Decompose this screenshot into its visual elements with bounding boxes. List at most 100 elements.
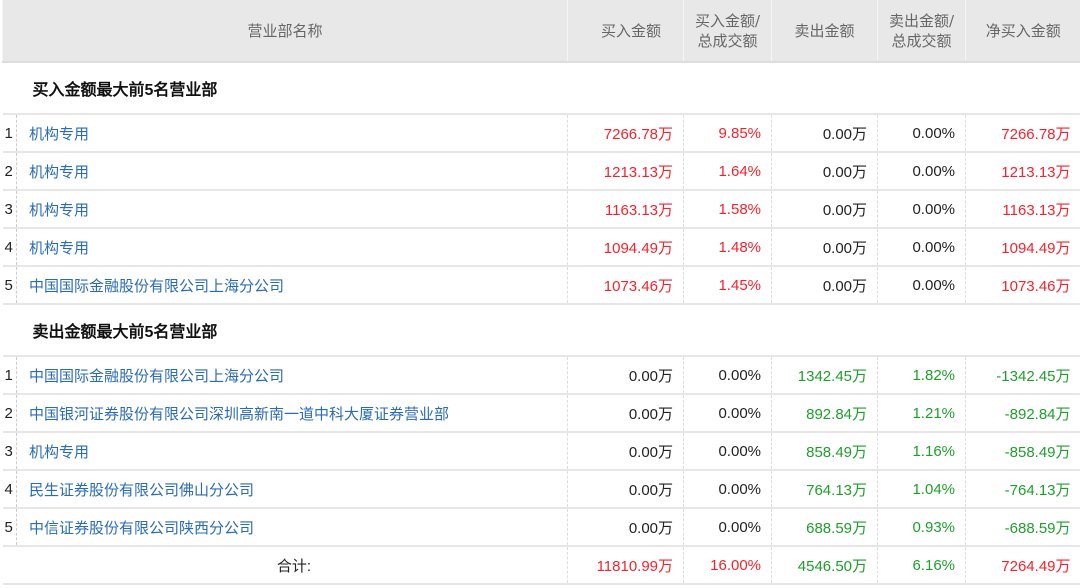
section-title: 买入金额最大前5名营业部: [2, 62, 1080, 115]
sell-amount: 892.84万: [771, 394, 878, 433]
table-row: 1 中国国际金融股份有限公司上海分公司 0.00万 0.00% 1342.45万…: [2, 356, 1080, 395]
rank: 3: [2, 432, 17, 471]
sell-pct: 1.21%: [877, 394, 966, 433]
net-amount: -858.49万: [965, 432, 1080, 471]
total-sell: 4546.50万: [771, 546, 878, 585]
rank: 4: [2, 470, 17, 509]
header-buy-pct-label: 买入金额/ 总成交额: [694, 11, 761, 50]
sell-pct: 0.00%: [877, 152, 966, 191]
net-amount: 1094.49万: [965, 228, 1080, 267]
total-buy: 11810.99万: [567, 546, 684, 585]
section-row: 卖出金额最大前5名营业部: [2, 304, 1080, 357]
buy-amount: 1073.46万: [567, 266, 684, 305]
header-sell: 卖出金额: [771, 0, 878, 63]
branch-link[interactable]: 民生证券股份有限公司佛山分公司: [16, 470, 568, 509]
header-sell-pct-label: 卖出金额/ 总成交额: [888, 11, 955, 50]
buy-pct: 0.00%: [683, 394, 772, 433]
buy-pct: 0.00%: [683, 508, 772, 547]
branch-link[interactable]: 中国国际金融股份有限公司上海分公司: [16, 266, 568, 305]
buy-pct: 0.00%: [683, 432, 772, 471]
branch-link[interactable]: 机构专用: [16, 228, 568, 267]
sell-pct: 1.82%: [877, 356, 966, 395]
buy-amount: 0.00万: [567, 356, 684, 395]
total-buy-pct: 16.00%: [683, 546, 772, 585]
buy-pct: 1.48%: [683, 228, 772, 267]
buy-amount: 1094.49万: [567, 228, 684, 267]
sell-pct: 1.04%: [877, 470, 966, 509]
sell-amount: 0.00万: [771, 190, 878, 229]
sell-amount: 1342.45万: [771, 356, 878, 395]
rank: 1: [2, 114, 17, 153]
total-label: 合计:: [2, 546, 568, 585]
section-row: 买入金额最大前5名营业部: [2, 62, 1080, 115]
buy-amount: 0.00万: [567, 432, 684, 471]
table-row: 3 机构专用 0.00万 0.00% 858.49万 1.16% -858.49…: [2, 432, 1080, 471]
sell-pct: 0.00%: [877, 266, 966, 305]
sell-pct: 0.00%: [877, 190, 966, 229]
sell-pct: 0.00%: [877, 114, 966, 153]
rank: 4: [2, 228, 17, 267]
net-amount: 1213.13万: [965, 152, 1080, 191]
buy-amount: 7266.78万: [567, 114, 684, 153]
rank: 2: [2, 152, 17, 191]
header-sell-pct: 卖出金额/ 总成交额: [877, 0, 966, 63]
buy-pct: 1.45%: [683, 266, 772, 305]
branch-link[interactable]: 机构专用: [16, 152, 568, 191]
sell-pct: 1.16%: [877, 432, 966, 471]
total-row: 合计: 11810.99万 16.00% 4546.50万 6.16% 7264…: [2, 546, 1080, 585]
buy-pct: 1.58%: [683, 190, 772, 229]
rank: 1: [2, 356, 17, 395]
rank: 2: [2, 394, 17, 433]
sell-pct: 0.93%: [877, 508, 966, 547]
sell-amount: 0.00万: [771, 114, 878, 153]
header-buy-pct: 买入金额/ 总成交额: [683, 0, 772, 63]
net-amount: -892.84万: [965, 394, 1080, 433]
sell-pct: 0.00%: [877, 228, 966, 267]
rank: 5: [2, 508, 17, 547]
branch-link[interactable]: 机构专用: [16, 432, 568, 471]
branch-link[interactable]: 中信证券股份有限公司陕西分公司: [16, 508, 568, 547]
header-name: 营业部名称: [1, 0, 568, 63]
net-amount: -764.13万: [965, 470, 1080, 509]
rank: 5: [2, 266, 17, 305]
branch-link[interactable]: 中国银河证券股份有限公司深圳高新南一道中科大厦证券营业部: [16, 394, 568, 433]
header-net: 净买入金额: [965, 0, 1080, 63]
total-sell-pct: 6.16%: [877, 546, 966, 585]
table-row: 4 民生证券股份有限公司佛山分公司 0.00万 0.00% 764.13万 1.…: [2, 470, 1080, 509]
net-amount: -1342.45万: [965, 356, 1080, 395]
branch-link[interactable]: 机构专用: [16, 114, 568, 153]
sell-amount: 0.00万: [771, 152, 878, 191]
buy-pct: 0.00%: [683, 356, 772, 395]
total-net: 7264.49万: [965, 546, 1080, 585]
buy-pct: 0.00%: [683, 470, 772, 509]
buy-amount: 0.00万: [567, 394, 684, 433]
sell-amount: 764.13万: [771, 470, 878, 509]
table-row: 5 中信证券股份有限公司陕西分公司 0.00万 0.00% 688.59万 0.…: [2, 508, 1080, 547]
table-row: 2 机构专用 1213.13万 1.64% 0.00万 0.00% 1213.1…: [2, 152, 1080, 191]
buy-pct: 1.64%: [683, 152, 772, 191]
sell-amount: 0.00万: [771, 266, 878, 305]
buy-pct: 9.85%: [683, 114, 772, 153]
sell-amount: 688.59万: [771, 508, 878, 547]
net-amount: 1073.46万: [965, 266, 1080, 305]
net-amount: 7266.78万: [965, 114, 1080, 153]
sell-amount: 0.00万: [771, 228, 878, 267]
table-row: 4 机构专用 1094.49万 1.48% 0.00万 0.00% 1094.4…: [2, 228, 1080, 267]
section-title: 卖出金额最大前5名营业部: [2, 304, 1080, 357]
sell-amount: 858.49万: [771, 432, 878, 471]
buy-amount: 1163.13万: [567, 190, 684, 229]
buy-amount: 1213.13万: [567, 152, 684, 191]
table-row: 5 中国国际金融股份有限公司上海分公司 1073.46万 1.45% 0.00万…: [2, 266, 1080, 305]
header-row: 营业部名称 买入金额 买入金额/ 总成交额 卖出金额 卖出金额/ 总成交额 净买…: [1, 0, 1080, 63]
net-amount: 1163.13万: [965, 190, 1080, 229]
rank: 3: [2, 190, 17, 229]
branch-link[interactable]: 机构专用: [16, 190, 568, 229]
table-row: 1 机构专用 7266.78万 9.85% 0.00万 0.00% 7266.7…: [2, 114, 1080, 153]
buy-amount: 0.00万: [567, 470, 684, 509]
branch-link[interactable]: 中国国际金融股份有限公司上海分公司: [16, 356, 568, 395]
net-amount: -688.59万: [965, 508, 1080, 547]
buy-amount: 0.00万: [567, 508, 684, 547]
table-row: 2 中国银河证券股份有限公司深圳高新南一道中科大厦证券营业部 0.00万 0.0…: [2, 394, 1080, 433]
header-buy: 买入金额: [567, 0, 684, 63]
